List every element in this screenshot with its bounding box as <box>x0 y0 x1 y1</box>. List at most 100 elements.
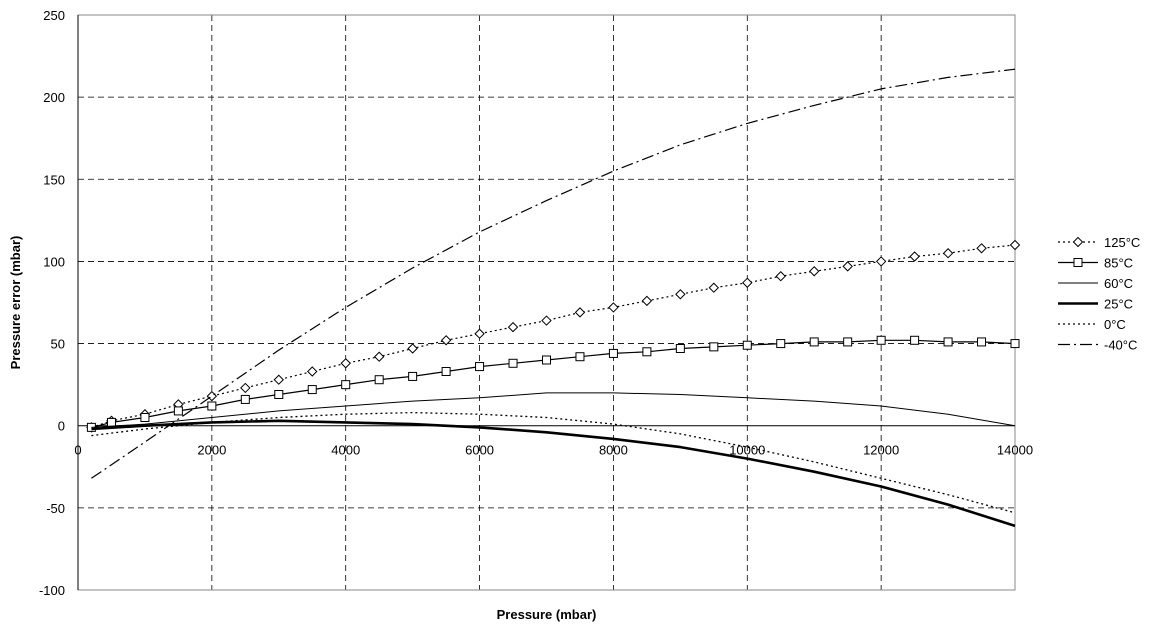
x-tick-label: 10000 <box>729 443 765 458</box>
x-tick-label: 8000 <box>599 443 628 458</box>
series-line <box>91 68 1016 479</box>
square-marker <box>374 375 384 385</box>
diamond-marker <box>1009 239 1021 251</box>
square-marker <box>1010 339 1020 349</box>
series-line <box>91 339 1016 428</box>
y-tick-label: -50 <box>46 501 65 516</box>
series-line <box>91 419 1016 528</box>
legend-item: 85°C <box>1058 256 1133 271</box>
square-marker <box>542 355 551 365</box>
y-tick-label: 150 <box>43 172 65 187</box>
diamond-marker <box>273 374 284 385</box>
square-marker <box>106 417 116 427</box>
series-3 <box>91 392 1016 428</box>
diamond-marker <box>976 243 987 254</box>
series-5 <box>91 411 1016 514</box>
square-marker <box>608 348 618 358</box>
y-tick-label: -100 <box>39 583 65 598</box>
diamond-marker <box>206 390 218 402</box>
square-marker <box>843 337 853 347</box>
x-tick-label: 12000 <box>863 443 899 458</box>
diamond-marker <box>507 321 519 333</box>
square-marker <box>776 339 786 349</box>
square-marker <box>140 413 150 422</box>
x-tick-label: 4000 <box>331 443 360 458</box>
series-6 <box>91 68 1016 479</box>
x-tick-label: 2000 <box>197 443 226 458</box>
legend-item: -40°C <box>1058 338 1137 353</box>
diamond-marker <box>708 282 720 293</box>
diamond-marker <box>440 335 452 346</box>
series-4 <box>91 419 1016 528</box>
diamond-marker <box>307 366 318 377</box>
diamond-marker <box>373 351 385 362</box>
y-tick-labels: -100 -50 0 50 100 150 200 250 <box>39 8 65 598</box>
y-tick-label: 200 <box>43 90 65 105</box>
square-marker <box>675 344 685 353</box>
y-axis-title: Pressure error (mbar) <box>8 236 23 370</box>
axes <box>77 15 1015 590</box>
series-line <box>91 411 1016 514</box>
y-tick-label: 50 <box>51 337 65 352</box>
diamond-marker <box>875 256 887 267</box>
x-axis-title: Pressure (mbar) <box>497 607 597 622</box>
series-2 <box>86 335 1020 432</box>
square-marker <box>575 352 585 362</box>
legend-label: 85°C <box>1104 256 1133 271</box>
legend-label: 125°C <box>1104 235 1140 250</box>
diamond-marker <box>842 261 853 272</box>
square-marker <box>709 342 719 352</box>
legend-label: 25°C <box>1104 297 1133 312</box>
grid-lines <box>78 15 1015 590</box>
series-line <box>91 244 1016 428</box>
legend-item: 125°C <box>1058 235 1140 250</box>
diamond-marker <box>474 328 485 339</box>
square-marker <box>1073 258 1083 267</box>
x-tick-label: 6000 <box>465 443 494 458</box>
diamond-marker <box>574 307 586 318</box>
square-marker <box>475 362 485 372</box>
diamond-marker <box>340 358 351 369</box>
diamond-marker <box>1072 236 1084 248</box>
diamond-marker <box>742 277 753 288</box>
series-line <box>91 392 1016 428</box>
diamond-marker <box>675 289 686 300</box>
x-tick-label: 14000 <box>997 443 1033 458</box>
diamond-marker <box>942 248 954 259</box>
square-marker <box>307 385 317 395</box>
square-marker <box>508 358 518 368</box>
legend-item: 60°C <box>1058 276 1133 291</box>
square-marker <box>173 406 183 416</box>
square-marker <box>341 380 351 390</box>
square-marker <box>408 371 418 381</box>
diamond-marker <box>775 271 786 282</box>
square-marker <box>977 337 987 347</box>
x-tick-label: 0 <box>74 443 81 458</box>
series-layer <box>86 68 1021 528</box>
x-tick-labels: 0 2000 4000 6000 8000 10000 12000 14000 <box>74 443 1033 458</box>
legend-label: 60°C <box>1104 276 1133 291</box>
square-marker <box>876 335 886 345</box>
legend-item: 0°C <box>1058 317 1126 332</box>
diamond-marker <box>608 302 619 313</box>
square-marker <box>240 394 250 404</box>
legend: 125°C 85°C 60°C 25°C 0°C -40°C <box>1058 235 1140 353</box>
square-marker <box>642 347 652 357</box>
diamond-marker <box>909 251 920 262</box>
diamond-marker <box>809 266 820 277</box>
square-marker <box>910 335 920 345</box>
square-marker <box>809 337 819 347</box>
square-marker <box>274 390 284 399</box>
plot-area <box>77 14 1016 591</box>
legend-label: 0°C <box>1104 317 1126 332</box>
square-marker <box>441 367 451 376</box>
diamond-marker <box>641 295 653 307</box>
diamond-marker <box>240 382 251 394</box>
y-tick-label: 0 <box>58 419 65 434</box>
square-marker <box>207 401 217 411</box>
diamond-marker <box>541 315 552 326</box>
square-marker <box>742 340 752 350</box>
y-tick-label: 100 <box>43 254 65 269</box>
y-tick-label: 250 <box>43 8 65 23</box>
